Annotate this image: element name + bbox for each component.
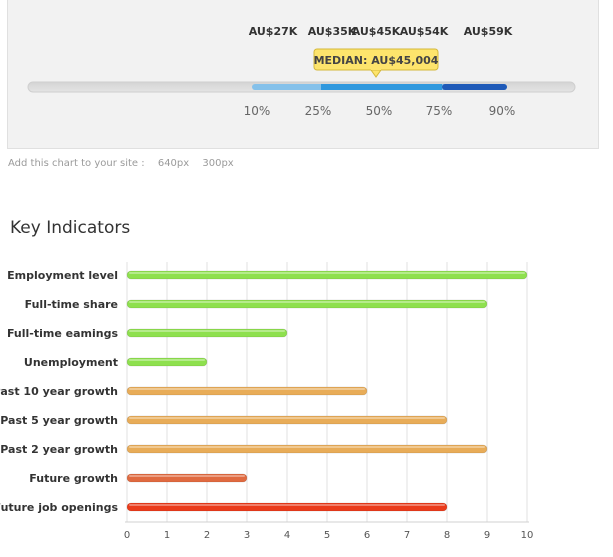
salary-value-label: AU$54K bbox=[400, 25, 449, 38]
category-label: Unemployment bbox=[24, 356, 118, 369]
percentile-label: 25% bbox=[305, 104, 332, 118]
percentile-label: 10% bbox=[244, 104, 271, 118]
bar-highlight bbox=[129, 301, 485, 303]
bar bbox=[126, 386, 368, 396]
x-tick-label: 6 bbox=[364, 530, 370, 541]
category-label: Future job openings bbox=[0, 501, 118, 514]
x-tick-label: 7 bbox=[404, 530, 410, 541]
bar-highlight bbox=[129, 388, 365, 390]
range-bar-25-75 bbox=[321, 84, 442, 90]
bar-highlight bbox=[129, 330, 285, 332]
bar-highlight bbox=[129, 417, 445, 419]
range-bar-75-90 bbox=[442, 84, 507, 90]
bar-highlight bbox=[129, 359, 205, 361]
x-tick-label: 9 bbox=[484, 530, 490, 541]
embed-height-link[interactable]: 300px bbox=[202, 158, 234, 169]
embed-prompt: Add this chart to your site : bbox=[8, 158, 145, 169]
salary-value-label: AU$35K bbox=[308, 25, 357, 38]
bar-highlight bbox=[129, 446, 485, 448]
x-tick-label: 2 bbox=[204, 530, 210, 541]
percentile-label: 75% bbox=[426, 104, 453, 118]
bar bbox=[126, 270, 528, 280]
bar-highlight bbox=[129, 272, 525, 274]
median-pointer-join bbox=[371, 68, 381, 70]
category-label: Full-time share bbox=[25, 298, 118, 311]
embed-line: Add this chart to your site : 640px 300p… bbox=[8, 158, 240, 169]
bar bbox=[126, 444, 488, 454]
x-tick-label: 5 bbox=[324, 530, 330, 541]
percentile-label: 50% bbox=[366, 104, 393, 118]
embed-width-link[interactable]: 640px bbox=[157, 158, 190, 169]
category-label: Future growth bbox=[29, 472, 118, 485]
category-label: Employment level bbox=[7, 269, 118, 282]
x-tick-label: 4 bbox=[284, 530, 290, 541]
salary-range-panel: AU$27K AU$35K AU$45K AU$54K AU$59K 10% 25% 50% 7… bbox=[7, 0, 599, 149]
bar-highlight bbox=[129, 504, 445, 506]
category-label: Full-time eamings bbox=[7, 327, 119, 340]
category-label: Past 10 year growth bbox=[0, 385, 118, 398]
bar bbox=[126, 328, 288, 338]
x-tick-label: 3 bbox=[244, 530, 250, 541]
x-tick-label: 1 bbox=[164, 530, 170, 541]
salary-value-label: AU$45K bbox=[352, 25, 401, 38]
bar bbox=[126, 299, 488, 309]
salary-value-label: AU$27K bbox=[249, 25, 298, 38]
bar-highlight bbox=[129, 475, 245, 477]
percentile-label: 90% bbox=[489, 104, 516, 118]
x-tick-label: 10 bbox=[521, 530, 534, 541]
key-indicators-title: Key Indicators bbox=[10, 218, 131, 238]
bar bbox=[126, 415, 448, 425]
bar bbox=[126, 357, 208, 367]
category-label: Past 2 year growth bbox=[0, 443, 118, 456]
bar bbox=[126, 502, 448, 512]
salary-value-label: AU$59K bbox=[464, 25, 513, 38]
x-tick-label: 0 bbox=[124, 530, 130, 541]
median-label: MEDIAN: AU$45,004 bbox=[314, 54, 439, 67]
x-tick-label: 8 bbox=[444, 530, 450, 541]
bar bbox=[126, 473, 248, 483]
category-label: Past 5 year growth bbox=[0, 414, 118, 427]
